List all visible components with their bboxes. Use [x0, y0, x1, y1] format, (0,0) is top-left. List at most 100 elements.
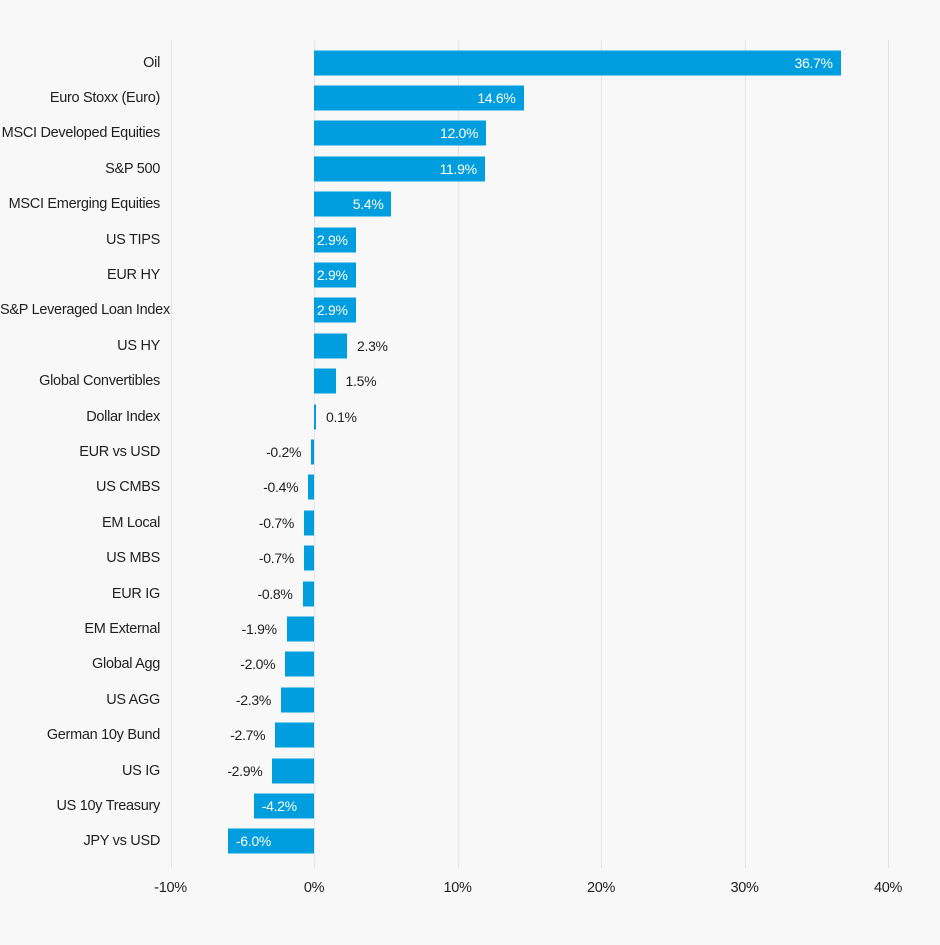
bar-row: Oil 36.7%	[0, 45, 940, 80]
bar-row: US MBS -0.7%	[0, 541, 940, 576]
category-label: EUR vs USD	[79, 444, 160, 461]
value-label: -2.3%	[235, 691, 271, 708]
category-label: EUR HY	[107, 267, 160, 284]
bar	[272, 758, 314, 784]
bar	[280, 687, 314, 713]
value-label: -6.0%	[235, 833, 271, 850]
bar	[314, 297, 356, 323]
bar	[285, 651, 314, 677]
category-label: EM External	[84, 621, 160, 638]
bar	[314, 333, 347, 359]
bar	[314, 262, 356, 288]
bar	[314, 191, 392, 217]
category-label: S&P 500	[105, 160, 160, 177]
gridline	[744, 40, 746, 868]
bar-row: US HY 2.3%	[0, 328, 940, 363]
category-label: US 10y Treasury	[56, 798, 161, 815]
category-label: MSCI Developed Equities	[1, 125, 161, 142]
bar-row: Global Convertibles 1.5%	[0, 364, 940, 399]
bar-row: US CMBS -0.4%	[0, 470, 940, 505]
value-label: 12.0%	[440, 125, 479, 142]
bar-row: Dollar Index 0.1%	[0, 399, 940, 434]
value-label: 2.3%	[357, 337, 388, 354]
value-label: -4.2%	[261, 798, 297, 815]
bar-row: Global Agg -2.0%	[0, 647, 940, 682]
value-label: 1.5%	[345, 373, 377, 390]
x-axis-tick-label: -10%	[154, 880, 187, 896]
x-axis-tick-label: 10%	[443, 880, 472, 896]
gridline	[888, 40, 889, 868]
bar	[227, 828, 314, 854]
x-axis-tick-label: 30%	[730, 880, 759, 896]
x-axis-tick-label: 20%	[586, 880, 616, 896]
category-label: Dollar Index	[86, 408, 160, 425]
category-label: Global Convertibles	[39, 373, 160, 390]
bar-row: S&P Leveraged Loan Index 2.9%	[0, 293, 940, 328]
bar-row: EM Local -0.7%	[0, 505, 940, 540]
bar	[314, 227, 356, 253]
category-label: EUR IG	[111, 585, 160, 602]
value-label: -2.9%	[227, 762, 263, 779]
bar-row: German 10y Bund -2.7%	[0, 718, 940, 753]
bar	[314, 50, 841, 76]
x-axis-tick-label: 40%	[873, 880, 903, 896]
bar-row: JPY vs USD -6.0%	[0, 824, 940, 859]
category-label: US CMBS	[96, 479, 160, 496]
gridline	[314, 40, 315, 868]
category-label: Euro Stoxx (Euro)	[49, 90, 160, 107]
value-label: 2.9%	[316, 267, 348, 284]
bar-row: S&P 500 11.9%	[0, 151, 940, 186]
value-label: 5.4%	[352, 196, 384, 213]
bar	[314, 85, 524, 111]
x-axis-tick-label: 0%	[303, 880, 325, 896]
category-label: Oil	[143, 54, 160, 71]
bar-row: Euro Stoxx (Euro) 14.6%	[0, 80, 940, 115]
bar	[314, 404, 316, 430]
value-label: -2.7%	[230, 727, 266, 744]
bar	[303, 545, 314, 571]
bar-row: US TIPS 2.9%	[0, 222, 940, 257]
value-label: -0.8%	[257, 585, 293, 602]
category-label: US HY	[117, 337, 160, 354]
value-label: -0.7%	[258, 514, 294, 531]
bar	[303, 510, 314, 536]
category-label: S&P Leveraged Loan Index	[0, 302, 170, 319]
category-label: US MBS	[106, 550, 160, 567]
bar-row: EUR vs USD -0.2%	[0, 434, 940, 469]
value-label: 36.7%	[794, 54, 833, 71]
bar	[314, 120, 487, 146]
bar-row: EUR HY 2.9%	[0, 257, 940, 292]
value-label: -1.9%	[241, 621, 277, 638]
value-label: 2.9%	[316, 231, 348, 248]
category-label: US AGG	[106, 691, 160, 708]
category-label: Global Agg	[92, 656, 160, 673]
value-label: -2.0%	[240, 656, 276, 673]
value-label: 0.1%	[326, 408, 357, 425]
bar-row: US AGG -2.3%	[0, 682, 940, 717]
category-label: US IG	[122, 762, 160, 779]
bar	[286, 616, 314, 642]
category-label: EM Local	[101, 514, 160, 531]
bar	[314, 368, 336, 394]
bar-row: MSCI Emerging Equities 5.4%	[0, 187, 940, 222]
bar-row: US IG -2.9%	[0, 753, 940, 788]
value-label: 2.9%	[316, 302, 348, 319]
value-label: 14.6%	[477, 90, 516, 107]
category-label: JPY vs USD	[83, 833, 160, 850]
bar-row: EM External -1.9%	[0, 611, 940, 646]
bar	[308, 474, 314, 500]
gridline	[170, 40, 172, 868]
bar	[275, 722, 314, 748]
bar-row: US 10y Treasury -4.2%	[0, 788, 940, 823]
value-label: 11.9%	[439, 160, 477, 177]
value-label: -0.7%	[258, 550, 294, 567]
value-label: -0.4%	[263, 479, 299, 496]
category-label: German 10y Bund	[46, 727, 160, 744]
value-label: -0.2%	[266, 444, 302, 461]
category-label: MSCI Emerging Equities	[8, 196, 161, 213]
bar	[314, 156, 485, 182]
gridline	[601, 40, 602, 868]
bar	[311, 439, 314, 465]
category-label: US TIPS	[105, 231, 160, 248]
